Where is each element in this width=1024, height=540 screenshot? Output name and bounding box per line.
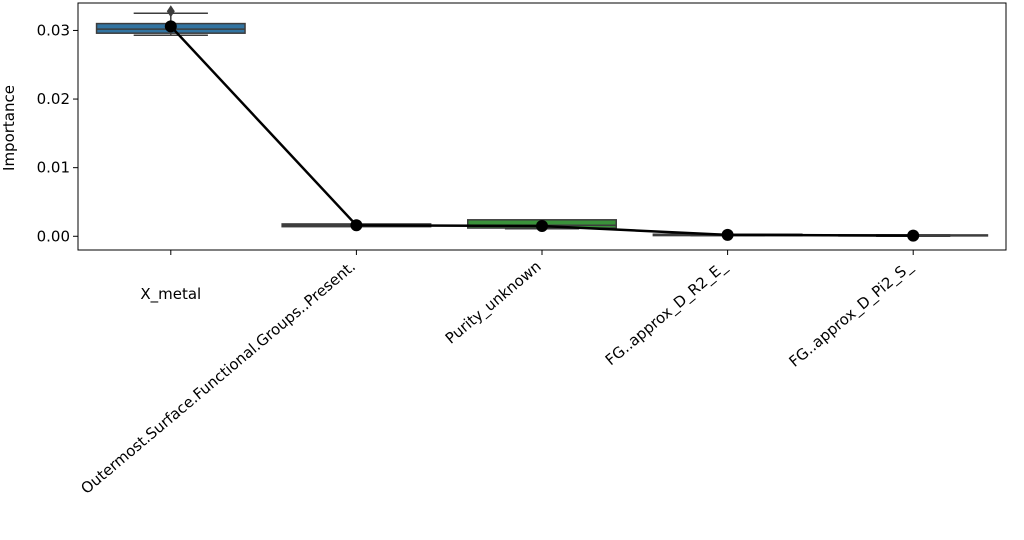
plot-frame (77, 2, 1007, 251)
mean-point (721, 228, 734, 241)
y-axis-label: Importance (0, 85, 18, 171)
y-tick-label: 0.00 (37, 227, 70, 245)
x-tick-label: FG..approx_D_R2_E_ (602, 257, 731, 370)
x-tick-label: Purity_unknown (442, 257, 545, 348)
x-tick-label: X_metal (140, 285, 201, 304)
y-tick-label: 0.02 (37, 90, 70, 108)
outlier (166, 5, 175, 18)
y-tick-label: 0.03 (37, 21, 70, 39)
mean-point (907, 229, 920, 242)
x-tick-label: FG..approx_D_Pi2_S_ (786, 257, 917, 371)
mean-point (350, 219, 363, 232)
mean-point (164, 20, 177, 33)
y-tick-label: 0.01 (37, 159, 70, 177)
mean-line (169, 25, 914, 237)
x-tick-label: Outermost.Surface.Functional.Groups..Pre… (77, 257, 359, 497)
mean-point (536, 219, 548, 232)
